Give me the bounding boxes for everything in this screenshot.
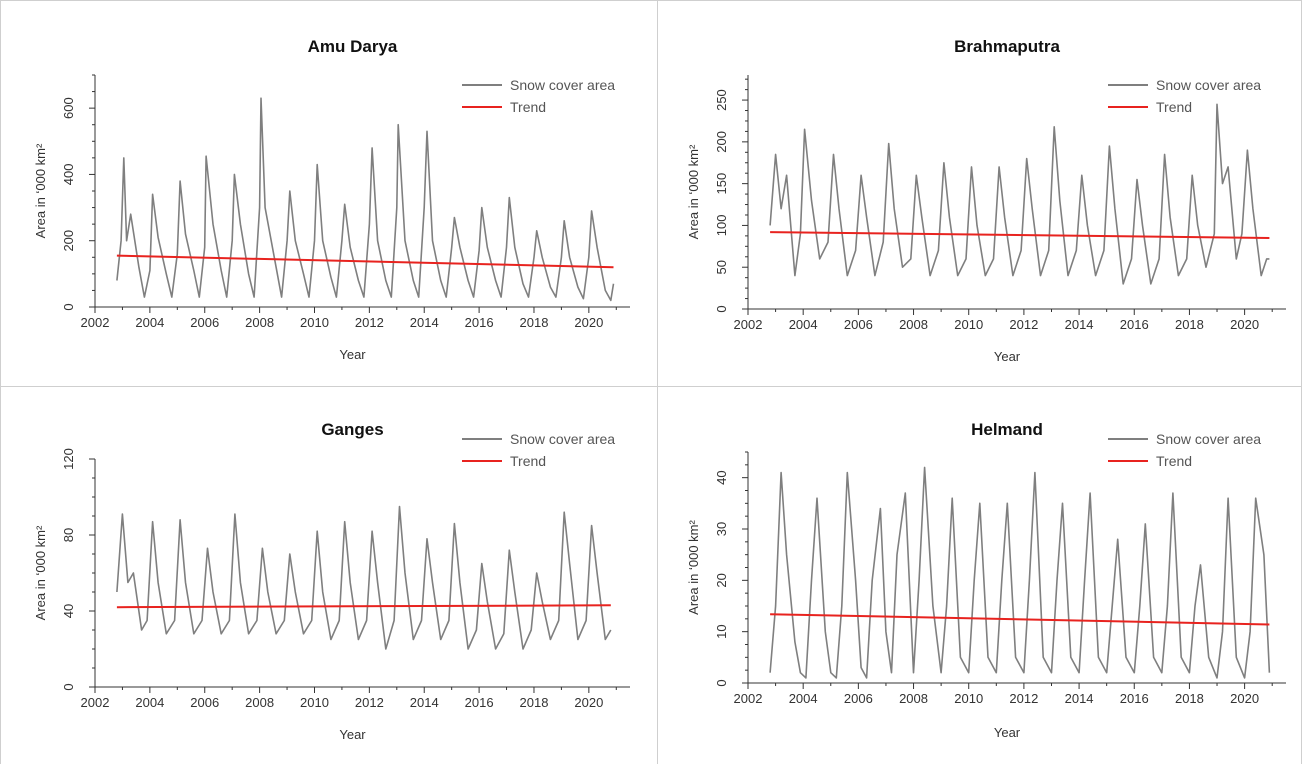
- legend-label-trend: Trend: [1156, 453, 1192, 469]
- y-tick-label: 30: [714, 522, 729, 536]
- x-tick-label: 2006: [844, 691, 873, 706]
- vertical-divider: [657, 0, 658, 764]
- chart-svg: Ganges 2002 2004 2006 2008 2010 2012 2014 2016 20…: [33, 420, 630, 742]
- chart-title: Ganges: [321, 420, 383, 439]
- snow-cover-series-line: [116, 97, 615, 302]
- legend-label-series: Snow cover area: [510, 431, 615, 447]
- x-tick-label: 2016: [1120, 691, 1149, 706]
- y-tick-label: 120: [61, 448, 76, 470]
- x-tick-label: 2018: [520, 695, 549, 710]
- x-tick-label: 2020: [1230, 317, 1259, 332]
- x-tick-label: 2010: [300, 315, 329, 330]
- x-tick-label: 2004: [135, 315, 164, 330]
- chart-svg: Amu Darya 2002 2004 2006 2008 2010 2012 2014 201…: [33, 37, 630, 362]
- y-tick-label: 100: [714, 215, 729, 237]
- x-tick-label: 2014: [1065, 691, 1094, 706]
- x-axis-title: Year: [339, 727, 366, 742]
- y-tick-label: 0: [61, 683, 76, 690]
- chart-panel-ganges: Ganges 2002 2004 2006 2008 2010 2012 2014 2016 20…: [0, 387, 657, 764]
- x-tick-label: 2008: [899, 317, 928, 332]
- x-tick-label: 2018: [1175, 317, 1204, 332]
- y-tick-label: 10: [714, 624, 729, 638]
- x-tick-label: 2016: [465, 315, 494, 330]
- chart-panel-amu-darya: Amu Darya 2002 2004 2006 2008 2010 2012 2014 201…: [0, 0, 657, 386]
- horizontal-divider: [0, 386, 1302, 387]
- x-tick-label: 2012: [355, 695, 384, 710]
- x-tick-label: 2008: [245, 315, 274, 330]
- y-tick-label: 0: [714, 305, 729, 312]
- y-tick-label: 0: [61, 303, 76, 310]
- snow-cover-series-line: [769, 103, 1270, 285]
- trend-line: [116, 254, 614, 269]
- legend-label-trend: Trend: [1156, 99, 1192, 115]
- y-tick-label: 150: [714, 173, 729, 195]
- x-tick-label: 2016: [465, 695, 494, 710]
- y-tick-label: 40: [714, 470, 729, 484]
- x-tick-label: 2002: [734, 691, 763, 706]
- x-tick-label: 2002: [734, 317, 763, 332]
- trend-line: [116, 604, 611, 609]
- x-tick-label: 2002: [81, 695, 110, 710]
- x-tick-label: 2004: [135, 695, 164, 710]
- legend-label-trend: Trend: [510, 99, 546, 115]
- x-tick-label: 2018: [1175, 691, 1204, 706]
- x-tick-label: 2004: [789, 317, 818, 332]
- x-tick-label: 2012: [355, 315, 384, 330]
- snow-cover-series-line: [116, 505, 612, 650]
- y-tick-label: 40: [61, 604, 76, 618]
- y-tick-label: 600: [61, 97, 76, 119]
- y-axis-title: Area in ‘000 km²: [33, 525, 48, 620]
- x-tick-label: 2008: [245, 695, 274, 710]
- legend-label-series: Snow cover area: [1156, 431, 1261, 447]
- y-tick-label: 250: [714, 89, 729, 111]
- y-axis-title: Area in ‘000 km²: [33, 143, 48, 238]
- x-tick-label: 2020: [574, 695, 603, 710]
- y-tick-label: 0: [714, 679, 729, 686]
- x-axis-title: Year: [994, 349, 1021, 364]
- x-tick-label: 2008: [899, 691, 928, 706]
- x-tick-label: 2014: [1065, 317, 1094, 332]
- chart-panel-helmand: Helmand 2002 2004 2006 2008 2010 2012 2014 2016 2…: [658, 387, 1302, 764]
- chart-panel-brahmaputra: Brahmaputra 2002 2004 2006 2008 2010 2012 2014 2…: [658, 0, 1302, 386]
- y-tick-label: 20: [714, 573, 729, 587]
- outer-left-border: [0, 0, 1, 764]
- x-tick-label: 2002: [81, 315, 110, 330]
- x-tick-label: 2006: [844, 317, 873, 332]
- y-tick-label: 50: [714, 260, 729, 274]
- x-tick-label: 2006: [190, 695, 219, 710]
- x-tick-label: 2006: [190, 315, 219, 330]
- chart-svg: Brahmaputra 2002 2004 2006 2008 2010 2012 2014 2…: [686, 37, 1286, 364]
- x-tick-label: 2016: [1120, 317, 1149, 332]
- trend-line: [770, 231, 1270, 239]
- y-axis-title: Area in ‘000 km²: [686, 520, 701, 615]
- outer-top-border: [0, 0, 1302, 1]
- x-tick-label: 2012: [1009, 691, 1038, 706]
- x-tick-label: 2020: [1230, 691, 1259, 706]
- x-tick-label: 2018: [520, 315, 549, 330]
- chart-title: Brahmaputra: [954, 37, 1060, 56]
- y-tick-label: 200: [714, 131, 729, 153]
- y-axis-title: Area in ‘000 km²: [686, 144, 701, 239]
- y-tick-label: 400: [61, 164, 76, 186]
- x-tick-label: 2010: [300, 695, 329, 710]
- y-tick-label: 80: [61, 528, 76, 542]
- chart-title: Amu Darya: [308, 37, 398, 56]
- x-tick-label: 2014: [410, 315, 439, 330]
- y-tick-label: 200: [61, 230, 76, 252]
- x-axis-title: Year: [339, 347, 366, 362]
- chart-title: Helmand: [971, 420, 1043, 439]
- x-tick-label: 2012: [1009, 317, 1038, 332]
- x-tick-label: 2010: [954, 317, 983, 332]
- trend-line: [770, 613, 1270, 626]
- snow-cover-series-line: [769, 466, 1271, 679]
- legend-label-trend: Trend: [510, 453, 546, 469]
- x-tick-label: 2004: [789, 691, 818, 706]
- x-tick-label: 2020: [574, 315, 603, 330]
- legend-label-series: Snow cover area: [510, 77, 615, 93]
- legend-label-series: Snow cover area: [1156, 77, 1261, 93]
- x-tick-label: 2014: [410, 695, 439, 710]
- x-tick-label: 2010: [954, 691, 983, 706]
- x-axis-title: Year: [994, 725, 1021, 740]
